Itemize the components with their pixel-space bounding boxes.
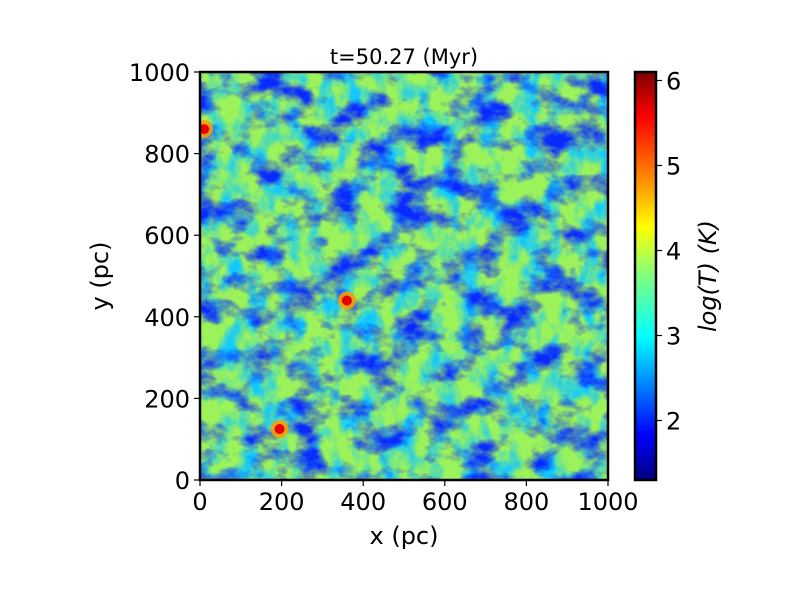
x-tick-label: 200 (259, 488, 305, 516)
colorbar-label: log(T) (K) (694, 220, 722, 332)
x-tick-label: 400 (340, 488, 386, 516)
colorbar-tick-label: 2 (666, 408, 681, 436)
hot-spot (274, 424, 285, 434)
y-axis: 0 200 400 600 800 1000 (129, 59, 200, 495)
chart-title: t=50.27 (Myr) (330, 45, 478, 69)
hot-spot (341, 295, 352, 306)
x-axis-label: x (pc) (370, 522, 439, 550)
hot-spot (200, 124, 210, 135)
colorbar-tick-label: 6 (666, 68, 681, 96)
x-tick-label: 600 (422, 488, 468, 516)
x-tick-label: 800 (503, 488, 549, 516)
colorbar-ticks: 2 3 4 5 6 (656, 68, 681, 436)
field-texture (200, 72, 608, 480)
plot-frame (198, 70, 610, 482)
y-tick-label: 800 (144, 141, 190, 169)
colorbar-tick-label: 5 (666, 153, 681, 181)
colorbar-frame (633, 70, 658, 482)
y-axis-label: y (pc) (86, 242, 114, 311)
x-tick-label: 1000 (577, 488, 638, 516)
hot-spots (200, 120, 356, 438)
y-tick-label: 400 (144, 304, 190, 332)
colorbar-tick-label: 4 (666, 238, 681, 266)
y-tick-label: 0 (175, 467, 190, 495)
x-axis: 0 200 400 600 800 1000 (192, 480, 639, 516)
y-tick-label: 600 (144, 222, 190, 250)
temperature-field (200, 72, 608, 480)
y-tick-label: 200 (144, 385, 190, 413)
colorbar (635, 72, 656, 480)
y-tick-label: 1000 (129, 59, 190, 87)
colorbar-tick-label: 3 (666, 323, 681, 351)
x-tick-label: 0 (192, 488, 207, 516)
